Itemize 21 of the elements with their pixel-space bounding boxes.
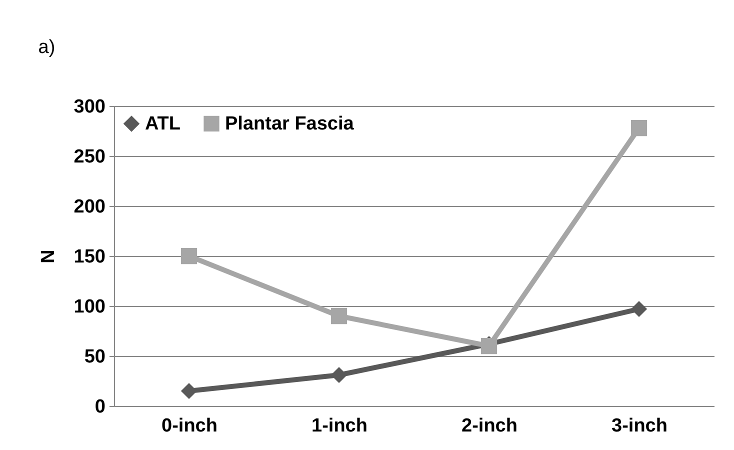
- chart-title: a): [38, 37, 56, 58]
- y-axis-title: N: [38, 250, 59, 264]
- y-tick-label: 150: [74, 246, 106, 268]
- legend-label: Plantar Fascia: [225, 114, 354, 135]
- y-tick-label: 0: [94, 396, 106, 418]
- x-tick-label: 3-inch: [612, 416, 668, 436]
- point: [630, 300, 648, 318]
- y-tick-label: 50: [84, 346, 106, 368]
- point: [180, 382, 198, 400]
- point: [180, 248, 198, 264]
- x-tick-label: 1-inch: [312, 416, 368, 436]
- point: [630, 120, 648, 136]
- x-tick-label: 2-inch: [462, 416, 518, 436]
- point: [330, 366, 348, 384]
- y-tick-label: 300: [74, 96, 106, 118]
- x-tick-label: 0-inch: [162, 416, 218, 436]
- point: [330, 308, 348, 324]
- y-tick-label: 200: [74, 196, 106, 218]
- legend-label: ATL: [145, 114, 181, 135]
- y-tick-label: 250: [74, 146, 106, 168]
- y-tick-label: 100: [74, 296, 106, 318]
